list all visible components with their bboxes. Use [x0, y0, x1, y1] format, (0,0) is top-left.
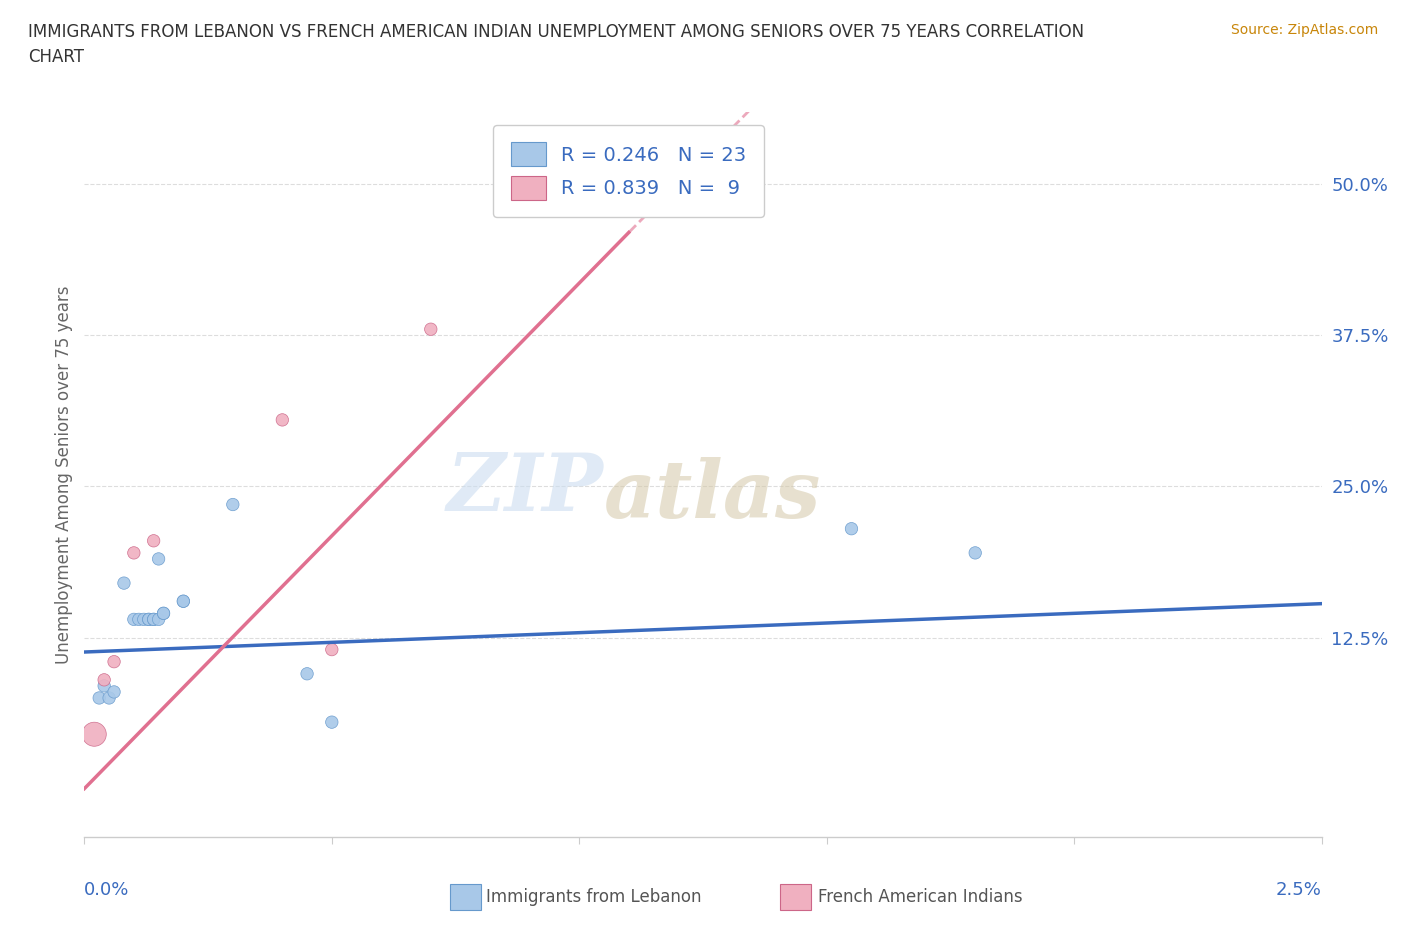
Point [93, 679, 115, 694]
Point [138, 612, 160, 627]
Point [142, 612, 165, 627]
Point [132, 612, 155, 627]
Point [152, 606, 174, 621]
Text: 0.0%: 0.0% [84, 881, 129, 898]
Point [222, 498, 245, 512]
Point [172, 594, 194, 609]
Point [321, 714, 343, 729]
Point [122, 545, 145, 560]
Point [965, 545, 987, 560]
Point [98, 690, 121, 706]
Point [83, 727, 105, 742]
Point [142, 612, 165, 627]
Point [103, 655, 125, 670]
Point [692, 195, 714, 210]
Point [419, 322, 441, 337]
Point [271, 413, 294, 428]
Text: atlas: atlas [605, 458, 821, 535]
Point [122, 612, 145, 627]
Legend: R = 0.246   N = 23, R = 0.839   N =  9: R = 0.246 N = 23, R = 0.839 N = 9 [494, 125, 763, 217]
Point [148, 612, 170, 627]
Text: 2.5%: 2.5% [1275, 881, 1322, 898]
Point [89, 690, 111, 706]
Point [128, 612, 150, 627]
Point [138, 612, 160, 627]
Text: IMMIGRANTS FROM LEBANON VS FRENCH AMERICAN INDIAN UNEMPLOYMENT AMONG SENIORS OVE: IMMIGRANTS FROM LEBANON VS FRENCH AMERIC… [28, 23, 1084, 66]
Point [148, 551, 170, 566]
Point [142, 534, 165, 549]
Point [152, 606, 174, 621]
Point [321, 643, 343, 658]
Point [112, 576, 135, 591]
Text: French American Indians: French American Indians [818, 887, 1024, 906]
Text: Source: ZipAtlas.com: Source: ZipAtlas.com [1230, 23, 1378, 37]
Point [841, 521, 863, 536]
Point [172, 594, 194, 609]
Y-axis label: Unemployment Among Seniors over 75 years: Unemployment Among Seniors over 75 years [55, 286, 73, 663]
Text: ZIP: ZIP [447, 450, 605, 527]
Point [295, 666, 318, 681]
Point [103, 684, 125, 699]
Text: Immigrants from Lebanon: Immigrants from Lebanon [486, 887, 702, 906]
Point [93, 672, 115, 687]
